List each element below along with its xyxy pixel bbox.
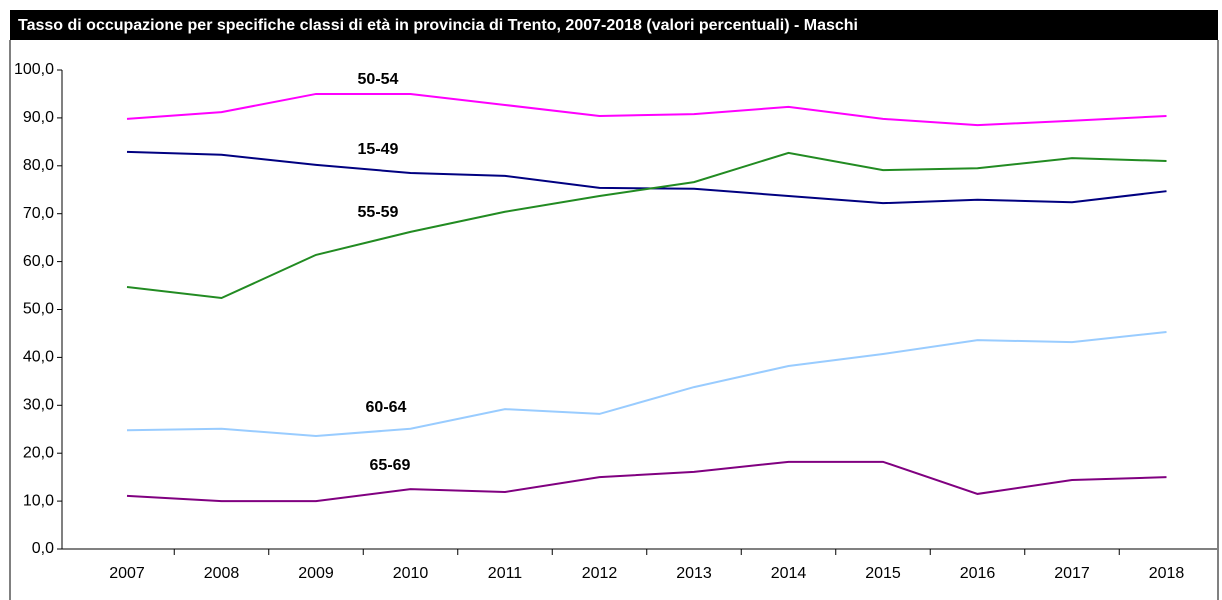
x-tick-label: 2008: [204, 565, 240, 582]
x-tick-label: 2017: [1054, 565, 1090, 582]
series-line: [126, 331, 1167, 437]
x-tick-label: 2018: [1149, 565, 1185, 582]
x-tick-label: 2015: [865, 565, 901, 582]
y-tick-label: 30,0: [23, 397, 54, 414]
series-line: [126, 460, 1167, 503]
x-tick-label: 2009: [298, 565, 334, 582]
series-label: 15-49: [358, 141, 399, 158]
title-bar: [10, 10, 1218, 40]
y-tick-label: 0,0: [32, 540, 54, 557]
y-tick-label: 100,0: [14, 61, 54, 78]
y-tick-label: 20,0: [23, 444, 54, 461]
y-tick-label: 60,0: [23, 253, 54, 270]
series-label: 60-64: [366, 399, 407, 416]
y-tick-label: 40,0: [23, 349, 54, 366]
y-tick-label: 10,0: [23, 492, 54, 509]
x-tick-label: 2007: [109, 565, 145, 582]
x-tick-label: 2014: [771, 565, 807, 582]
series-label: 50-54: [358, 71, 399, 88]
y-tick-label: 90,0: [23, 109, 54, 126]
series-line: [126, 150, 1167, 205]
series-line: [126, 151, 1167, 300]
series-label: 55-59: [358, 204, 399, 221]
x-tick-label: 2011: [488, 565, 523, 582]
x-tick-label: 2016: [960, 565, 996, 582]
x-tick-label: 2013: [676, 565, 712, 582]
series-label: 65-69: [370, 457, 411, 474]
chart-title: Tasso di occupazione per specifiche clas…: [18, 17, 858, 34]
y-tick-label: 80,0: [23, 157, 54, 174]
series-line: [126, 92, 1167, 127]
x-tick-label: 2012: [582, 565, 618, 582]
y-tick-label: 50,0: [23, 301, 54, 318]
y-tick-label: 70,0: [23, 205, 54, 222]
x-tick-label: 2010: [393, 565, 429, 582]
